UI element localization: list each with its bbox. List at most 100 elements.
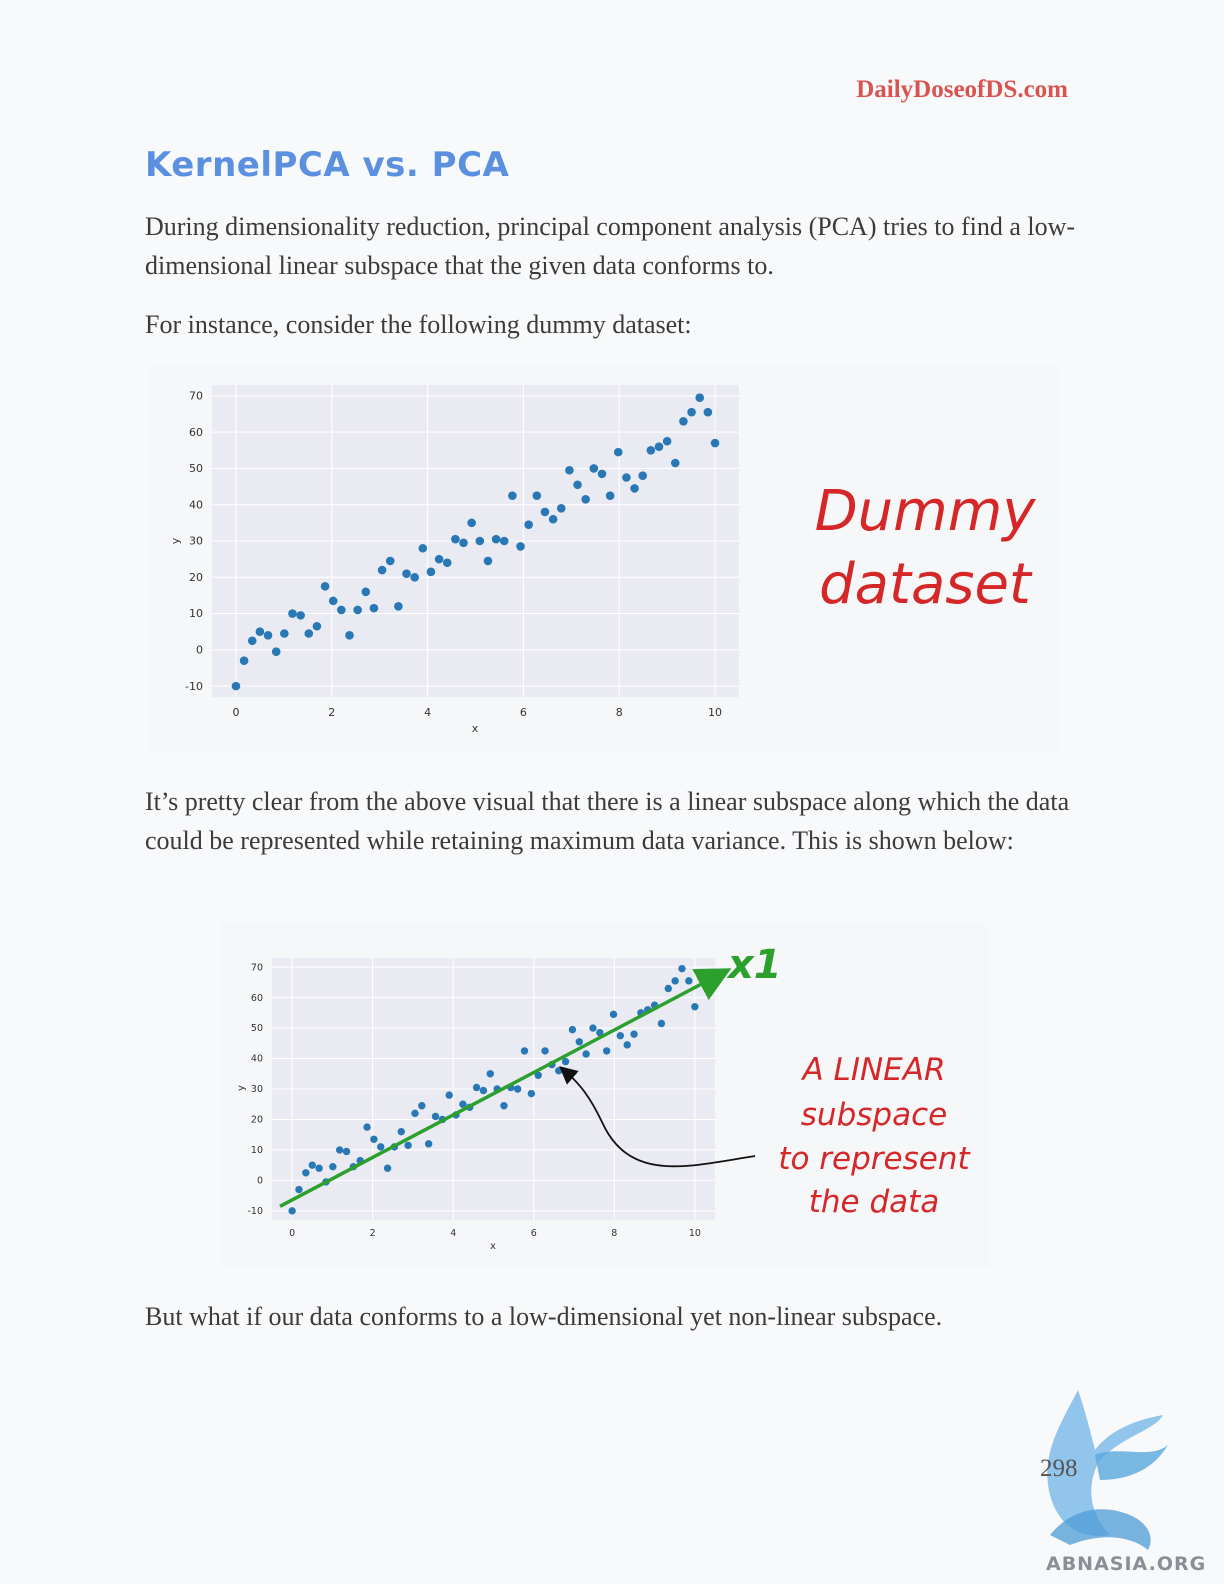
data-point	[491, 534, 501, 544]
y-tick-label: 50	[251, 1023, 263, 1034]
data-point	[561, 1057, 570, 1066]
data-point	[524, 520, 533, 529]
data-point	[695, 393, 705, 402]
data-point	[622, 473, 631, 482]
data-point	[646, 446, 656, 455]
data-point	[483, 556, 493, 566]
x-axis-label: x	[490, 1241, 496, 1252]
data-point	[589, 464, 599, 473]
scatter-chart-1: 0 2 4 6 8 10 -10 0 10 20 30 40 50 60 70 x y Dummy data…	[169, 385, 1037, 735]
y-tick-label: 30	[251, 1084, 263, 1095]
y-tick-label: 60	[189, 426, 203, 439]
y-tick-label: 0	[257, 1176, 263, 1187]
y-tick-label: -10	[247, 1206, 263, 1217]
x-tick-label: 6	[531, 1228, 537, 1239]
data-point	[231, 681, 241, 691]
y-tick-label: 70	[251, 962, 263, 973]
data-point	[703, 407, 713, 417]
data-point	[568, 1025, 577, 1034]
paragraph-nonlinear: But what if our data conforms to a low-d…	[145, 1302, 943, 1331]
data-point	[472, 1083, 481, 1092]
y-tick-label: 10	[251, 1145, 263, 1156]
paragraph-example: For instance, consider the following dum…	[145, 310, 692, 339]
annotation-line-4: the data	[809, 1184, 940, 1220]
arrow-label-x1: x1	[726, 942, 782, 988]
data-point	[315, 1164, 323, 1172]
data-point	[630, 484, 639, 493]
data-point	[500, 1102, 508, 1110]
data-point	[555, 1067, 563, 1075]
data-point	[363, 1123, 371, 1131]
data-point	[691, 1003, 699, 1011]
data-point	[353, 605, 362, 615]
x-tick-label: 8	[611, 1228, 617, 1239]
data-point	[638, 471, 648, 480]
data-point	[475, 536, 485, 546]
data-point	[613, 447, 623, 457]
data-point	[630, 1030, 638, 1038]
annotation-line-3: to represent	[778, 1141, 971, 1177]
data-point	[582, 1050, 590, 1058]
annotation-dummy: Dummy	[815, 479, 1037, 544]
data-point	[589, 1024, 597, 1032]
x-tick-label: 10	[689, 1228, 701, 1239]
data-point	[271, 647, 281, 656]
y-tick-label: 70	[189, 390, 203, 403]
data-point	[345, 631, 354, 640]
data-point	[337, 605, 346, 615]
data-point	[616, 1031, 625, 1040]
data-point	[426, 567, 436, 577]
data-point	[459, 1100, 467, 1108]
data-point	[602, 1047, 611, 1055]
data-point	[342, 1147, 351, 1156]
data-point	[451, 534, 460, 544]
y-tick-label: 20	[189, 571, 203, 584]
data-point	[377, 1143, 385, 1151]
figure-dummy-dataset: 0 2 4 6 8 10 -10 0 10 20 30 40 50 60 70 x y Dummy data…	[150, 365, 1060, 753]
data-point	[370, 1135, 378, 1143]
y-tick-label: 20	[251, 1115, 263, 1126]
data-point	[397, 1127, 405, 1136]
data-point	[263, 631, 273, 640]
x-tick-label: 0	[289, 1228, 295, 1239]
data-point	[296, 611, 305, 620]
x-tick-label: 2	[370, 1228, 376, 1239]
data-point	[280, 629, 289, 638]
abnasia-logo	[1047, 1390, 1168, 1550]
data-point	[295, 1185, 303, 1194]
y-axis-label: y	[236, 1085, 247, 1091]
data-point	[662, 436, 672, 446]
x-tick-label: 4	[424, 706, 431, 719]
data-point	[605, 491, 615, 500]
annotation-dataset: dataset	[819, 552, 1033, 617]
data-point	[575, 1038, 583, 1046]
x-tick-label: 4	[450, 1228, 456, 1239]
data-point	[312, 621, 322, 631]
data-point	[404, 1141, 412, 1150]
paragraph-intro: During dimensionality reduction, princip…	[145, 212, 1076, 280]
data-point	[418, 1102, 426, 1110]
data-point	[320, 582, 330, 591]
data-point	[486, 1070, 494, 1078]
x-tick-label: 6	[520, 706, 527, 719]
paragraph-linear-subspace: It’s pretty clear from the above visual …	[145, 787, 1070, 855]
data-point	[361, 587, 371, 597]
data-point	[513, 1085, 522, 1093]
data-point	[520, 1047, 529, 1055]
data-point	[534, 1071, 542, 1079]
data-point	[657, 1019, 666, 1028]
data-point	[556, 504, 566, 513]
data-point	[459, 538, 468, 548]
annotation-line-2: subspace	[801, 1097, 947, 1133]
data-point	[479, 1086, 488, 1095]
y-axis-label: y	[169, 537, 182, 544]
x-tick-label: 10	[708, 706, 722, 719]
data-point	[411, 1109, 419, 1118]
data-point	[288, 609, 297, 618]
data-point	[335, 1146, 344, 1154]
x-tick-label: 2	[328, 706, 335, 719]
page-number: 298	[1040, 1455, 1078, 1482]
data-point	[431, 1112, 440, 1121]
data-point	[369, 603, 379, 613]
data-point	[516, 542, 525, 551]
